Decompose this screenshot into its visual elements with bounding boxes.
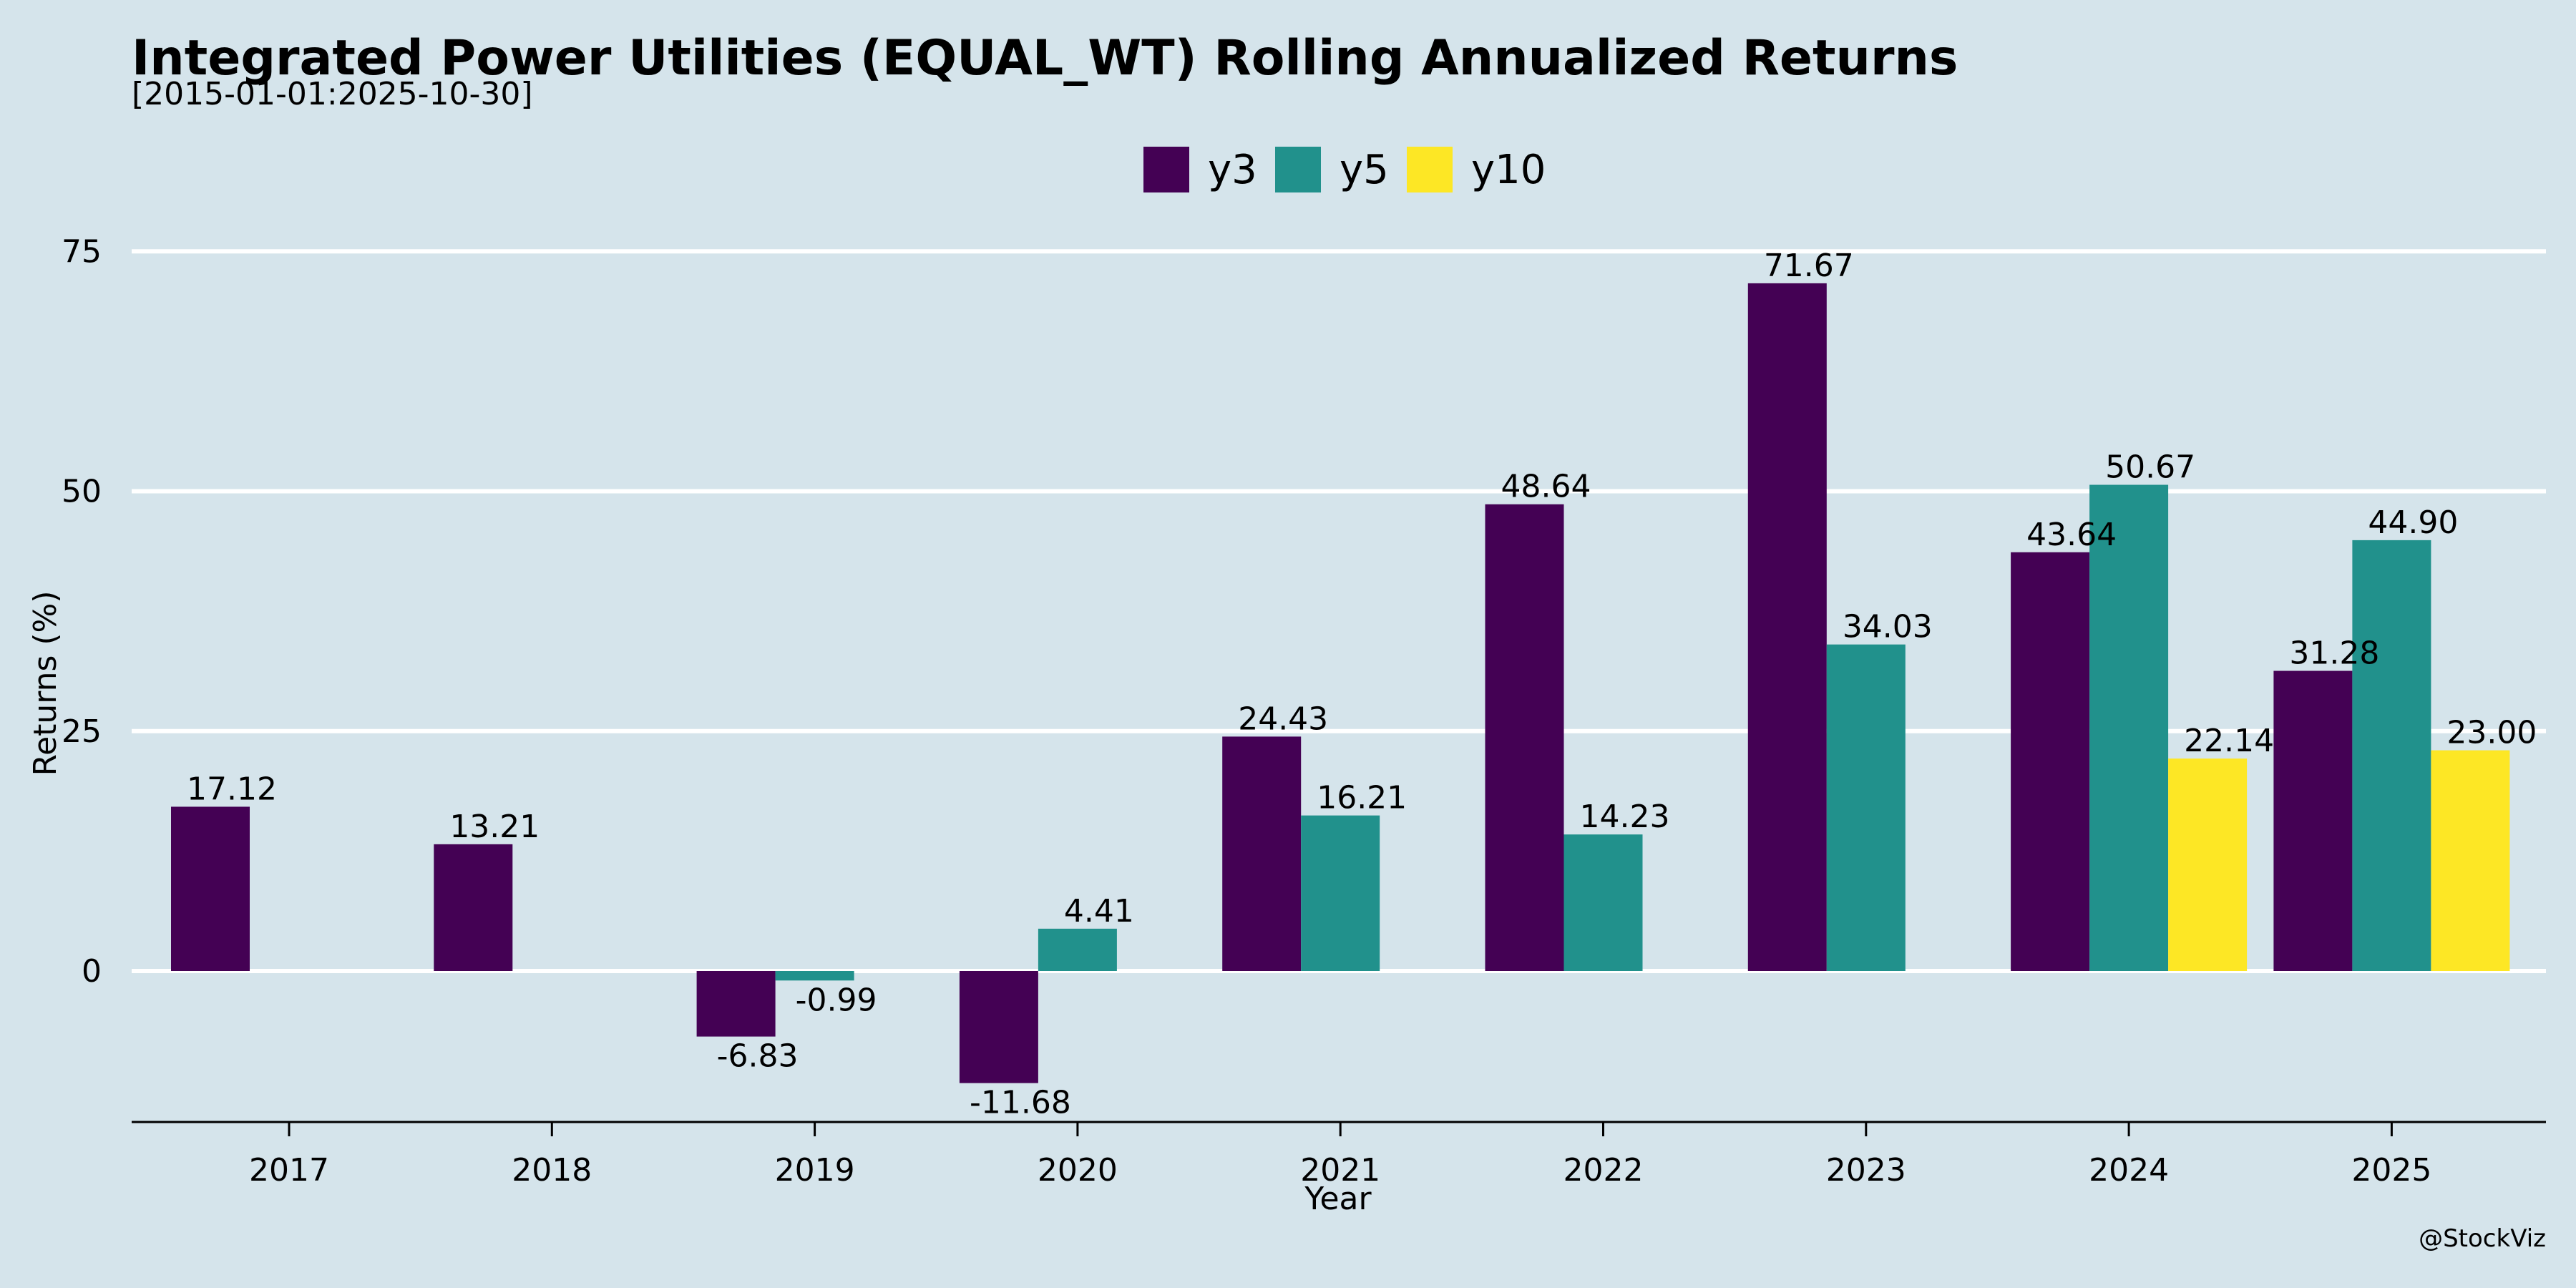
y-tick-label: 75 bbox=[62, 233, 102, 270]
legend-swatch-y3 bbox=[1143, 147, 1189, 192]
bar-y3-2021 bbox=[1222, 736, 1302, 971]
bar-y5-2024 bbox=[2089, 484, 2169, 971]
chart-subtitle: [2015-01-01:2025-10-30] bbox=[132, 76, 533, 112]
watermark: @StockViz bbox=[2419, 1224, 2546, 1253]
bar-y10-2024 bbox=[2168, 758, 2248, 971]
x-tick-label: 2024 bbox=[2089, 1152, 2169, 1189]
data-label-y5-2025: 44.90 bbox=[2368, 504, 2458, 541]
bars bbox=[171, 283, 2510, 1083]
y-axis-title: Returns (%) bbox=[27, 590, 64, 776]
bar-y5-2022 bbox=[1563, 834, 1643, 971]
x-tick-label: 2022 bbox=[1563, 1152, 1644, 1189]
data-label-y3-2018: 13.21 bbox=[449, 809, 540, 845]
data-label-y3-2019: -6.83 bbox=[717, 1038, 799, 1075]
legend-swatch-y10 bbox=[1407, 147, 1453, 192]
bar-y5-2019 bbox=[775, 971, 854, 981]
x-tick-label: 2021 bbox=[1300, 1152, 1380, 1189]
bar-y3-2017 bbox=[171, 806, 250, 971]
data-label-y5-2023: 34.03 bbox=[1843, 609, 1933, 645]
x-tick-label: 2018 bbox=[512, 1152, 592, 1189]
data-label-y10-2024: 22.14 bbox=[2184, 723, 2274, 759]
legend-label-y3: y3 bbox=[1208, 147, 1257, 193]
data-label-y5-2019: -0.99 bbox=[796, 982, 877, 1018]
y-tick-label: 0 bbox=[82, 953, 102, 990]
y-tick-label: 50 bbox=[62, 474, 102, 510]
data-label-y5-2020: 4.41 bbox=[1064, 893, 1134, 930]
x-tick-label: 2020 bbox=[1038, 1152, 1118, 1189]
x-tick-label: 2025 bbox=[2351, 1152, 2431, 1189]
bar-y3-2019 bbox=[696, 971, 776, 1037]
bar-y5-2025 bbox=[2352, 540, 2431, 971]
y-axis: 0 25 50 75 bbox=[62, 233, 102, 990]
data-label-y5-2024: 50.67 bbox=[2105, 449, 2195, 486]
y-tick-label: 25 bbox=[62, 713, 102, 750]
bar-y3-2020 bbox=[959, 971, 1038, 1083]
bar-y3-2024 bbox=[2011, 552, 2090, 971]
x-tick-label: 2019 bbox=[775, 1152, 855, 1189]
data-label-y5-2022: 14.23 bbox=[1580, 799, 1670, 835]
data-label-y10-2025: 23.00 bbox=[2446, 715, 2537, 751]
bar-y5-2021 bbox=[1301, 815, 1380, 971]
data-label-y3-2021: 24.43 bbox=[1238, 701, 1328, 737]
x-axis: 2017 2018 2019 2020 2021 2022 2023 2024 2025 bbox=[132, 1121, 2546, 1189]
bar-y3-2023 bbox=[1747, 283, 1827, 972]
legend: y3 y5 y10 bbox=[1143, 147, 1546, 193]
x-axis-title: Year bbox=[1304, 1181, 1372, 1217]
data-label-y5-2021: 16.21 bbox=[1317, 780, 1407, 816]
legend-swatch-y5 bbox=[1275, 147, 1321, 192]
bar-y3-2018 bbox=[434, 844, 513, 971]
legend-label-y10: y10 bbox=[1471, 147, 1546, 193]
data-label-y3-2023: 71.67 bbox=[1764, 248, 1854, 284]
data-label-y3-2020: -11.68 bbox=[970, 1085, 1071, 1121]
data-label-y3-2022: 48.64 bbox=[1501, 469, 1591, 505]
bar-y3-2025 bbox=[2273, 670, 2353, 971]
bar-y5-2020 bbox=[1038, 928, 1117, 971]
x-tick-label: 2017 bbox=[249, 1152, 329, 1189]
bar-y5-2023 bbox=[1826, 644, 1906, 971]
data-labels: 17.12 13.21 -6.83 -0.99 -11.68 4.41 24.43 16.21… bbox=[187, 248, 2537, 1121]
bar-y3-2022 bbox=[1485, 504, 1564, 971]
x-tick-label: 2023 bbox=[1826, 1152, 1906, 1189]
chart-title: Integrated Power Utilities (EQUAL_WT) Ro… bbox=[132, 30, 1958, 87]
data-label-y3-2024: 43.64 bbox=[2026, 517, 2117, 553]
data-label-y3-2025: 31.28 bbox=[2289, 635, 2379, 672]
legend-label-y5: y5 bbox=[1340, 147, 1389, 193]
bar-y10-2025 bbox=[2431, 750, 2510, 971]
data-label-y3-2017: 17.12 bbox=[187, 771, 277, 807]
